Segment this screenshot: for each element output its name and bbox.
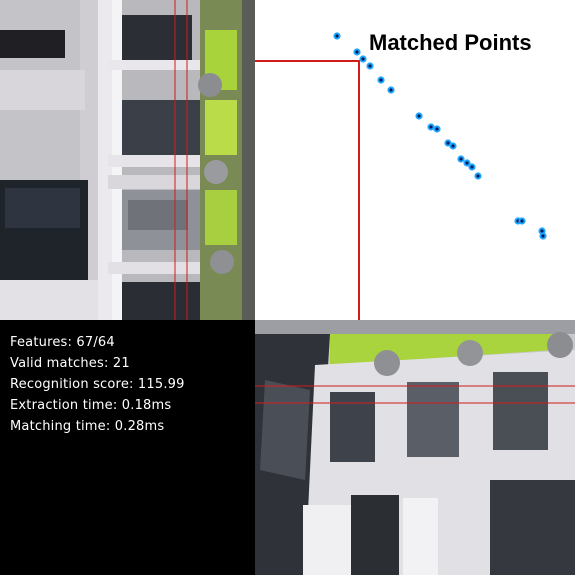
camera-image (255, 320, 575, 575)
matched-point-core (429, 125, 433, 129)
matched-point-core (379, 78, 383, 82)
valid-matches-text: Valid matches: 21 (10, 356, 130, 371)
recognition-score-text: Recognition score: 115.99 (10, 377, 185, 392)
match-outline (255, 60, 360, 320)
camera-image-drawing (255, 320, 575, 575)
matched-points-title: Matched Points (369, 30, 532, 55)
matched-points-plot (255, 32, 547, 320)
matched-point-core (541, 234, 545, 238)
matched-point-core (451, 144, 455, 148)
matched-point-core (465, 161, 469, 165)
features-text: Features: 67/64 (10, 335, 115, 350)
stats-panel: Features: 67/64 Valid matches: 21 Recogn… (0, 320, 255, 575)
matched-point-core (389, 88, 393, 92)
matched-point-core (540, 229, 544, 233)
matched-point-core (446, 141, 450, 145)
matched-points-group (333, 32, 547, 240)
matched-point-core (361, 57, 365, 61)
matched-point-core (368, 64, 372, 68)
matched-point-core (435, 127, 439, 131)
matched-point-core (470, 165, 474, 169)
reference-image-drawing (0, 0, 255, 320)
matching-time-text: Matching time: 0.28ms (10, 419, 165, 434)
matched-point-core (417, 114, 421, 118)
matched-point-core (520, 219, 524, 223)
matched-point-core (335, 34, 339, 38)
reference-image (0, 0, 255, 320)
matched-point-core (459, 157, 463, 161)
matched-point-core (476, 174, 480, 178)
matched-point-core (355, 50, 359, 54)
matched-points-panel: Matched Points (255, 0, 575, 320)
extraction-time-text: Extraction time: 0.18ms (10, 398, 172, 413)
